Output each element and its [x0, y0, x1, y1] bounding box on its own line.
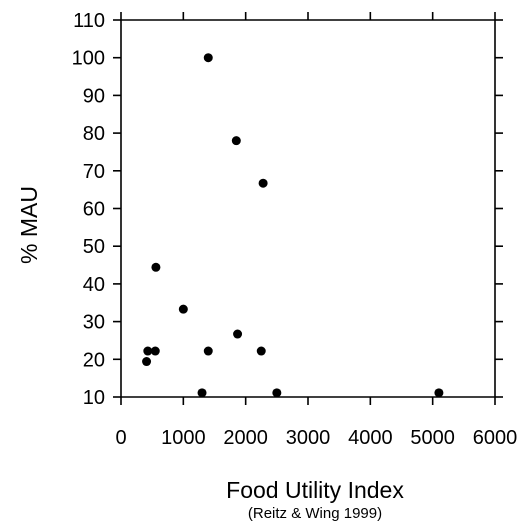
x-tick-label: 0	[115, 427, 126, 449]
data-point	[142, 357, 152, 367]
plot-frame	[120, 19, 496, 398]
y-tick-label: 110	[73, 10, 105, 32]
x-axis-subtitle: (Reitz & Wing 1999)	[248, 505, 382, 522]
y-tick-label: 90	[83, 85, 105, 107]
data-point	[258, 178, 268, 188]
data-point	[143, 346, 153, 356]
x-axis-title: Food Utility Index	[226, 477, 404, 503]
data-point	[434, 388, 444, 398]
data-point	[203, 53, 213, 63]
data-point	[178, 304, 188, 314]
x-tick-label: 5000	[410, 427, 455, 449]
y-tick-label: 30	[83, 312, 105, 334]
y-tick-label: 20	[83, 349, 105, 371]
x-tick-label: 6000	[473, 427, 518, 449]
y-tick-label: 60	[83, 199, 105, 221]
x-tick-label: 1000	[161, 427, 206, 449]
data-point	[231, 136, 241, 146]
y-tick-label: 100	[72, 48, 105, 70]
x-tick-label: 4000	[348, 427, 393, 449]
y-tick-label: 40	[83, 274, 105, 296]
data-point	[256, 346, 266, 356]
y-tick-label: 70	[83, 161, 105, 183]
data-points	[142, 53, 444, 398]
x-tick-label: 3000	[286, 427, 331, 449]
y-tick-label: 80	[83, 123, 105, 145]
x-axis-ticks: 0 1000 2000 3000 4000 5000 6000	[115, 12, 517, 449]
data-point	[150, 346, 160, 356]
data-point	[203, 346, 213, 356]
y-tick-label: 10	[83, 387, 105, 409]
x-tick-label: 2000	[223, 427, 268, 449]
y-tick-label: 50	[83, 236, 105, 258]
data-point	[233, 329, 243, 339]
y-axis-ticks: 10 20 30 40 50 60 70 80 90 100 110	[72, 10, 503, 409]
data-point	[272, 388, 282, 398]
data-point	[197, 388, 207, 398]
y-axis-title: % MAU	[16, 186, 42, 264]
data-point	[151, 262, 161, 272]
